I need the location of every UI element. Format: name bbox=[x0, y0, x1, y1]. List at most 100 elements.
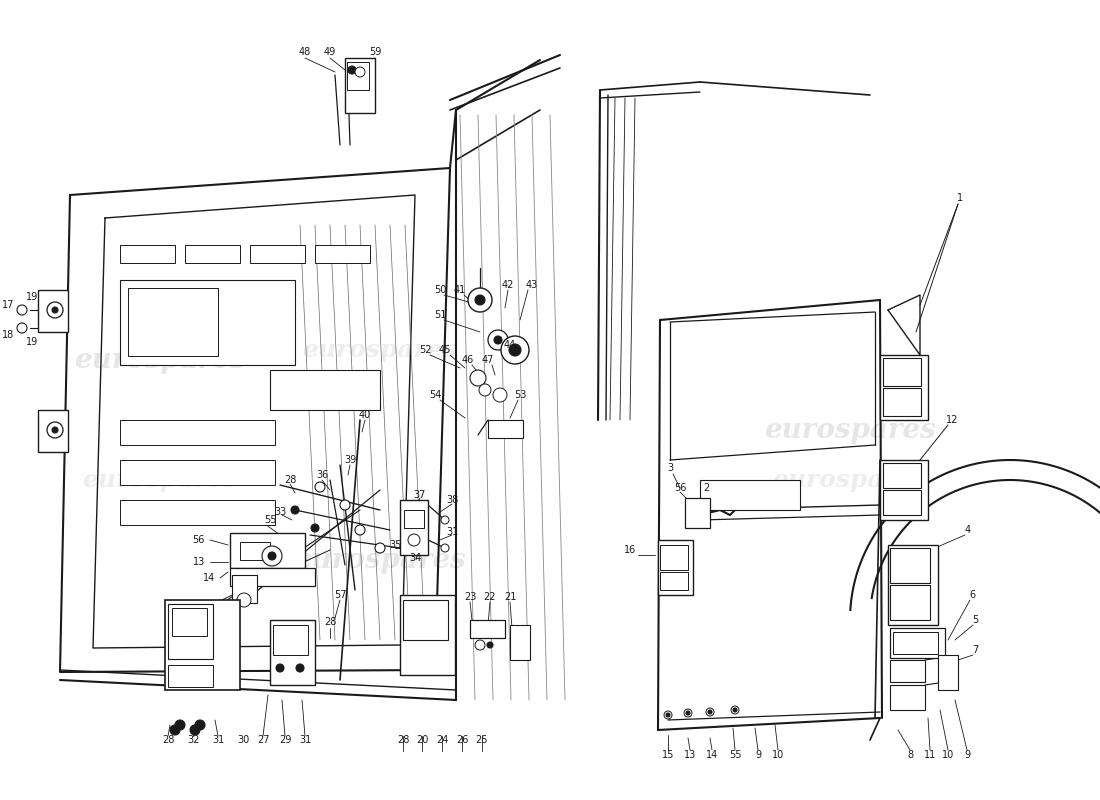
Text: 51: 51 bbox=[433, 310, 447, 320]
Text: 34: 34 bbox=[409, 553, 421, 563]
Text: 21: 21 bbox=[504, 592, 516, 602]
Bar bbox=[230, 568, 315, 586]
Circle shape bbox=[488, 330, 508, 350]
Text: 35: 35 bbox=[388, 540, 401, 550]
Circle shape bbox=[732, 706, 739, 714]
Bar bbox=[346, 62, 368, 90]
Bar bbox=[400, 500, 428, 555]
Bar bbox=[890, 660, 925, 682]
Text: 12: 12 bbox=[946, 415, 958, 425]
Text: 18: 18 bbox=[2, 330, 14, 340]
Bar bbox=[120, 245, 175, 263]
Bar bbox=[345, 58, 375, 113]
Bar bbox=[250, 245, 305, 263]
Text: 1: 1 bbox=[957, 193, 964, 203]
Text: 13: 13 bbox=[684, 750, 696, 760]
Text: 39: 39 bbox=[344, 455, 356, 465]
Bar bbox=[685, 498, 710, 528]
Text: 31: 31 bbox=[299, 735, 311, 745]
Circle shape bbox=[236, 593, 251, 607]
Text: 7: 7 bbox=[972, 645, 978, 655]
Text: 50: 50 bbox=[433, 285, 447, 295]
Text: 3: 3 bbox=[667, 463, 673, 473]
Bar bbox=[168, 665, 213, 687]
Text: 14: 14 bbox=[706, 750, 718, 760]
Bar bbox=[888, 545, 938, 625]
Text: 28: 28 bbox=[162, 735, 174, 745]
Circle shape bbox=[375, 543, 385, 553]
Text: eurospares: eurospares bbox=[74, 346, 246, 374]
Text: 59: 59 bbox=[368, 47, 382, 57]
Text: 16: 16 bbox=[624, 545, 636, 555]
Text: 46: 46 bbox=[462, 355, 474, 365]
Bar bbox=[883, 490, 921, 515]
Bar bbox=[660, 545, 688, 570]
Bar bbox=[403, 600, 448, 640]
Text: eurospares: eurospares bbox=[294, 546, 466, 574]
Text: 24: 24 bbox=[436, 735, 448, 745]
Text: 49: 49 bbox=[323, 47, 337, 57]
Text: 28: 28 bbox=[284, 475, 296, 485]
Circle shape bbox=[706, 708, 714, 716]
Text: eurospares: eurospares bbox=[82, 468, 238, 492]
Circle shape bbox=[315, 482, 324, 492]
Circle shape bbox=[408, 534, 420, 546]
Circle shape bbox=[733, 708, 737, 712]
Text: 55: 55 bbox=[728, 750, 741, 760]
Bar bbox=[230, 533, 305, 568]
Circle shape bbox=[708, 710, 712, 714]
Text: 25: 25 bbox=[475, 735, 488, 745]
Text: 52: 52 bbox=[419, 345, 431, 355]
Bar bbox=[510, 625, 530, 660]
Text: 19: 19 bbox=[26, 337, 39, 347]
Circle shape bbox=[509, 344, 521, 356]
Text: 27: 27 bbox=[256, 735, 270, 745]
Bar bbox=[315, 245, 370, 263]
Text: 47: 47 bbox=[482, 355, 494, 365]
Text: eurospares: eurospares bbox=[772, 468, 927, 492]
Text: 23: 23 bbox=[464, 592, 476, 602]
Bar bbox=[890, 548, 930, 583]
Bar bbox=[270, 620, 315, 685]
Text: 32: 32 bbox=[187, 735, 199, 745]
Circle shape bbox=[16, 305, 28, 315]
Bar bbox=[400, 595, 455, 675]
Bar bbox=[890, 628, 945, 658]
Circle shape bbox=[52, 427, 58, 433]
Circle shape bbox=[355, 67, 365, 77]
Bar bbox=[120, 280, 295, 365]
Text: 20: 20 bbox=[416, 735, 428, 745]
Bar bbox=[893, 632, 938, 654]
Text: 2: 2 bbox=[703, 483, 710, 493]
Text: 8: 8 bbox=[906, 750, 913, 760]
Circle shape bbox=[268, 552, 276, 560]
Text: 42: 42 bbox=[502, 280, 514, 290]
Bar bbox=[240, 542, 270, 560]
Circle shape bbox=[190, 725, 200, 735]
Circle shape bbox=[355, 525, 365, 535]
Circle shape bbox=[478, 384, 491, 396]
Polygon shape bbox=[888, 295, 920, 355]
Text: 48: 48 bbox=[299, 47, 311, 57]
Bar bbox=[488, 420, 522, 438]
Text: 40: 40 bbox=[359, 410, 371, 420]
Text: 28: 28 bbox=[397, 735, 409, 745]
Text: 26: 26 bbox=[455, 735, 469, 745]
Circle shape bbox=[664, 711, 672, 719]
Bar bbox=[938, 655, 958, 690]
Circle shape bbox=[470, 370, 486, 386]
Text: 41: 41 bbox=[454, 285, 466, 295]
Text: 22: 22 bbox=[484, 592, 496, 602]
Bar bbox=[128, 288, 218, 356]
Circle shape bbox=[666, 713, 670, 717]
Bar bbox=[883, 388, 921, 416]
Circle shape bbox=[292, 506, 299, 514]
Bar bbox=[880, 460, 928, 520]
Text: 31: 31 bbox=[446, 527, 458, 537]
Text: 54: 54 bbox=[429, 390, 441, 400]
Bar bbox=[168, 604, 213, 659]
Text: eurospares: eurospares bbox=[302, 338, 458, 362]
Circle shape bbox=[684, 709, 692, 717]
Bar bbox=[39, 290, 68, 332]
Text: 30: 30 bbox=[236, 735, 249, 745]
